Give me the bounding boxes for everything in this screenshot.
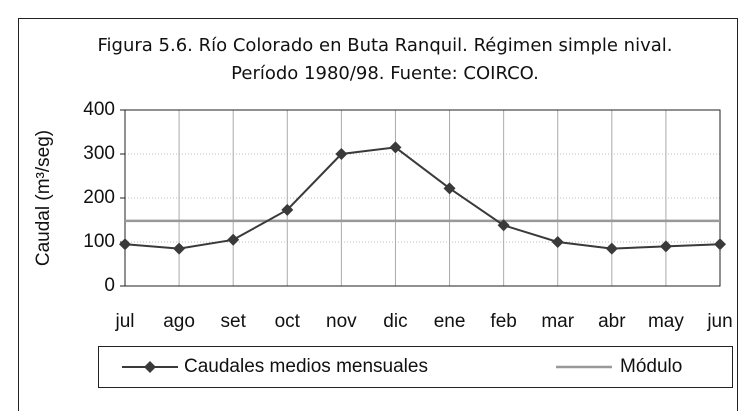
x-tick-label: mar — [541, 311, 574, 332]
x-tick-label: nov — [326, 311, 357, 332]
frame — [18, 18, 738, 411]
x-tick-label: jul — [114, 311, 134, 332]
x-tick-label: set — [221, 311, 247, 332]
x-tick-label: ene — [434, 311, 466, 332]
data-line — [124, 146, 721, 250]
x-tick-label: abr — [598, 311, 626, 332]
x-tick-label: feb — [490, 311, 516, 332]
y-tick-label: 100 — [83, 231, 115, 252]
x-tick-label: dic — [383, 311, 407, 332]
chart-title: Período 1980/98. Fuente: COIRCO. — [231, 63, 539, 84]
y-tick-label: 0 — [104, 275, 115, 296]
legend — [98, 346, 733, 388]
marker — [659, 240, 672, 253]
x-tick-label: ago — [163, 311, 195, 332]
x-tick-label: may — [648, 311, 684, 332]
marker — [119, 238, 131, 251]
marker — [389, 141, 402, 154]
y-axis-label: Caudal (m³/seg) — [33, 130, 54, 266]
chart-title: Figura 5.6. Río Colorado en Buta Ranquil… — [97, 35, 672, 56]
marker — [497, 219, 510, 232]
legend-label: Módulo — [620, 356, 682, 377]
y-tick-label: 200 — [83, 187, 115, 208]
legend-marker — [144, 361, 156, 373]
legend-label: Caudales medios mensuales — [184, 356, 428, 377]
y-tick-label: 400 — [83, 99, 115, 120]
x-tick-label: oct — [275, 311, 301, 332]
marker — [227, 233, 240, 246]
x-tick-label: jun — [706, 311, 732, 332]
marker — [714, 238, 726, 251]
plot-area — [124, 109, 721, 287]
marker — [551, 236, 564, 248]
y-tick-label: 300 — [83, 143, 115, 164]
marker — [281, 203, 294, 216]
marker — [443, 182, 456, 195]
marker — [335, 148, 348, 160]
marker — [605, 242, 618, 255]
marker — [173, 242, 186, 255]
